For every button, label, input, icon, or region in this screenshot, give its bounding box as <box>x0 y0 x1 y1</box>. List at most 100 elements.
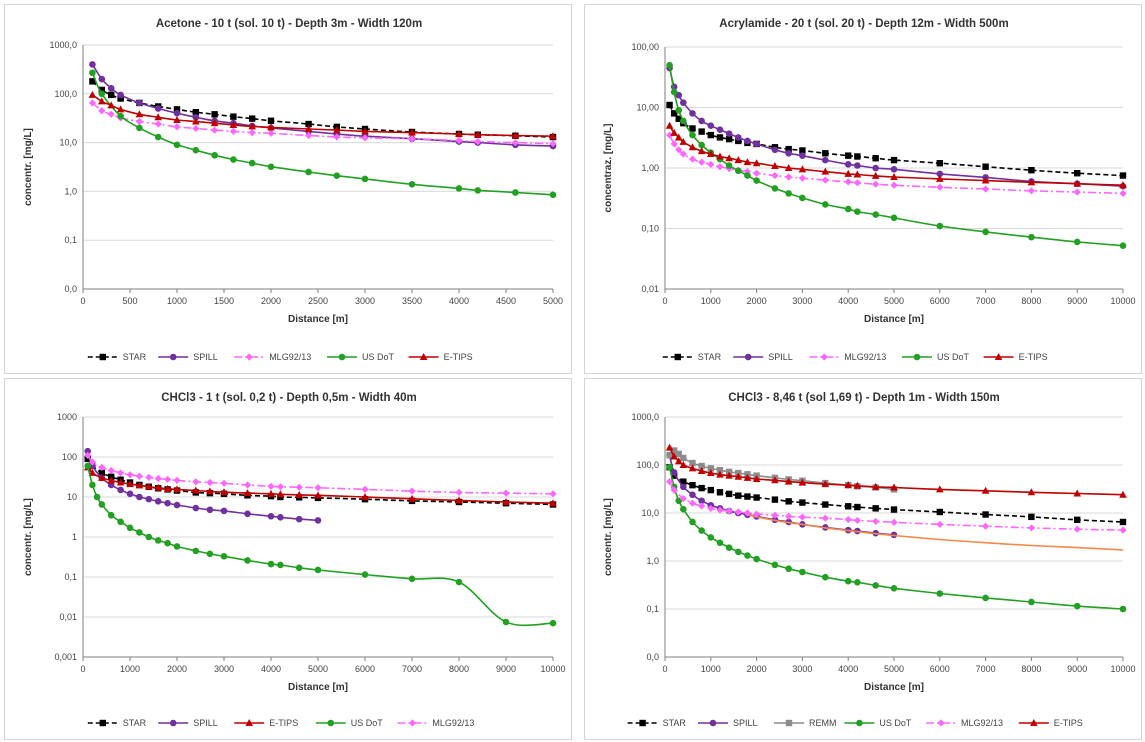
x-tick-label: 1500 <box>214 296 234 306</box>
legend-label: STAR <box>698 352 722 362</box>
x-tick-label: 6000 <box>355 664 375 674</box>
data-point <box>154 133 162 141</box>
legend-label: US DoT <box>937 352 970 362</box>
data-point <box>698 527 705 534</box>
data-point <box>455 488 463 497</box>
legend: STAR SPILL E-TIPS US DoT MLG92/13 <box>87 718 474 728</box>
x-tick-label: 6000 <box>930 664 950 674</box>
data-point <box>936 160 943 167</box>
data-point <box>680 117 687 125</box>
y-tick-label: 1000,0 <box>631 412 659 422</box>
data-point <box>502 618 510 626</box>
legend-item-mlg92-13: MLG92/13 <box>234 352 311 362</box>
data-point <box>890 584 898 592</box>
data-point <box>248 122 256 130</box>
series-us-dot <box>666 463 1127 613</box>
data-point <box>84 447 91 455</box>
data-point <box>725 154 733 162</box>
data-point <box>1028 513 1035 521</box>
x-tick-label: 1000 <box>120 664 140 674</box>
data-point <box>785 190 792 197</box>
data-point <box>872 517 880 525</box>
data-point <box>1073 238 1081 246</box>
data-point <box>108 91 115 99</box>
data-point <box>982 522 990 530</box>
data-point <box>314 517 322 524</box>
x-tick-label: 1000 <box>701 664 721 674</box>
data-point <box>716 539 724 547</box>
chart-acrylamide: Acrylamide - 20 t (sol. 20 t) - Depth 12… <box>603 18 1136 362</box>
data-point <box>211 151 218 159</box>
data-point <box>154 120 162 128</box>
data-point <box>680 478 687 485</box>
data-point <box>697 147 706 155</box>
data-point <box>304 124 313 132</box>
data-point <box>88 99 96 107</box>
data-point <box>88 468 97 476</box>
legend-marker <box>99 719 106 727</box>
y-tick-label: 0,1 <box>646 604 659 614</box>
x-tick-label: 2000 <box>747 664 767 674</box>
data-point <box>549 490 557 498</box>
data-point <box>117 518 124 526</box>
data-point <box>549 132 557 140</box>
data-point <box>744 493 751 500</box>
data-point <box>192 547 200 555</box>
data-point <box>243 489 252 497</box>
data-point <box>173 485 181 493</box>
data-point <box>314 566 322 574</box>
series-trend <box>747 513 1124 551</box>
series-e-tips <box>665 121 1127 189</box>
y-tick-label: 0,10 <box>641 224 659 234</box>
data-point <box>361 134 369 142</box>
x-tick-label: 5000 <box>884 296 904 306</box>
data-point <box>305 120 312 128</box>
data-point <box>1073 525 1081 533</box>
data-point <box>267 163 275 171</box>
data-point <box>982 185 990 193</box>
data-point <box>89 78 96 85</box>
legend-label: US DoT <box>362 352 395 362</box>
y-tick-label: 100,0 <box>636 460 659 470</box>
series-e-tips <box>88 90 557 140</box>
data-point <box>743 473 752 481</box>
data-point <box>735 137 742 145</box>
data-point <box>872 582 879 589</box>
legend-label: E-TIPS <box>269 718 298 728</box>
data-point <box>173 501 181 509</box>
data-point <box>1119 518 1127 526</box>
data-point <box>845 152 852 159</box>
series-mlg92-13 <box>665 131 1127 198</box>
data-point <box>230 113 237 120</box>
y-tick-label: 100 <box>62 452 77 462</box>
y-tick-label: 0,1 <box>64 572 77 582</box>
x-tick-label: 3000 <box>355 296 375 306</box>
data-point <box>474 130 482 138</box>
data-point <box>725 162 733 169</box>
data-point <box>267 117 275 124</box>
data-point <box>107 476 115 484</box>
data-point <box>716 489 724 496</box>
data-point <box>98 75 106 83</box>
data-point <box>98 473 106 481</box>
data-point <box>220 507 228 515</box>
data-point <box>314 491 322 499</box>
data-point <box>267 512 275 520</box>
data-point <box>455 496 463 504</box>
data-point <box>725 490 733 498</box>
data-point <box>725 544 733 551</box>
data-point <box>707 131 714 139</box>
data-point <box>716 470 724 478</box>
data-point <box>675 450 682 458</box>
data-point <box>164 475 172 484</box>
data-point <box>135 481 144 489</box>
data-point <box>206 478 214 487</box>
data-point <box>798 165 807 173</box>
y-axis-label: concentr. [mg/L] <box>603 498 614 576</box>
legend-marker <box>856 719 863 727</box>
data-point <box>126 524 134 532</box>
data-point <box>753 169 761 177</box>
data-point <box>408 135 416 143</box>
chart-title: CHCl3 - 1 t (sol. 0,2 t) - Depth 0,5m - … <box>161 392 416 404</box>
data-point <box>267 129 275 137</box>
